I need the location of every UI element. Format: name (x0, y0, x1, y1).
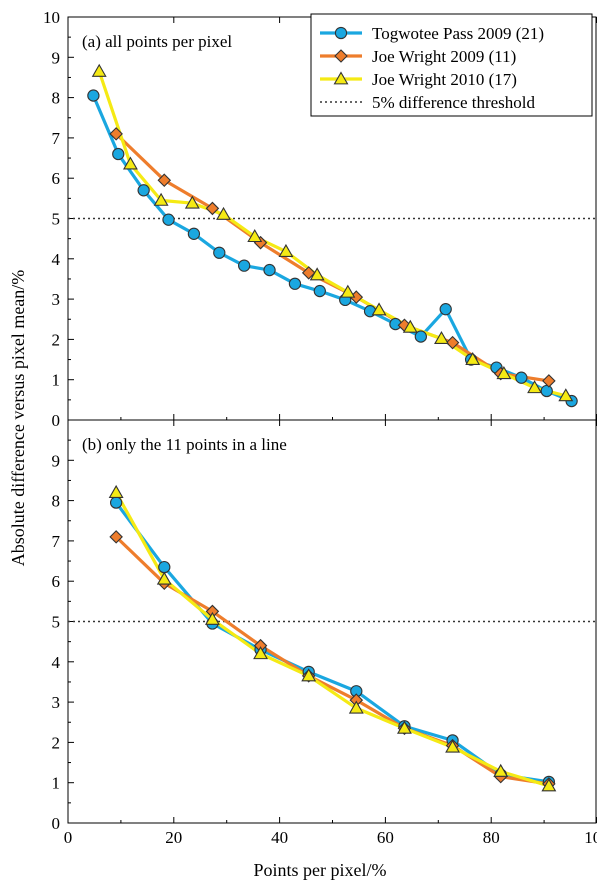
data-point-series-3 (204, 611, 220, 625)
data-point-series-3 (493, 763, 509, 777)
y-tick-label: 8 (52, 492, 61, 511)
legend-marker (334, 26, 348, 40)
legend-marker (333, 71, 349, 85)
data-point-series-3 (253, 646, 269, 660)
y-tick-label: 1 (52, 774, 61, 793)
data-point-series-3 (558, 388, 574, 402)
y-tick-label: 4 (52, 653, 61, 672)
data-point-series-3 (465, 351, 481, 365)
series-line-1 (91, 94, 573, 403)
y-tick-label: 7 (52, 129, 61, 148)
panel-label: (a) all points per pixel (82, 32, 232, 51)
y-tick-label: 9 (52, 48, 61, 67)
data-point-series-1 (87, 89, 100, 102)
series-line-3 (114, 491, 550, 788)
x-tick-label: 100 (584, 828, 597, 847)
legend-entry-label: Togwotee Pass 2009 (21) (372, 24, 544, 43)
legend: Togwotee Pass 2009 (21) Joe Wright 2009 (… (310, 13, 593, 117)
data-point-series-3 (402, 319, 418, 333)
data-point-series-1 (414, 330, 427, 343)
y-axis-title: Absolute difference versus pixel mean/% (8, 270, 28, 567)
y-tick-label: 6 (52, 169, 61, 188)
plot-frame (67, 419, 597, 824)
y-tick-label: 4 (52, 250, 61, 269)
legend-box (310, 13, 593, 117)
y-tick-label: 2 (52, 733, 61, 752)
data-point-series-2 (109, 127, 123, 141)
series-line-2 (115, 535, 550, 786)
data-point-series-3 (348, 700, 364, 714)
data-point-series-3 (527, 380, 543, 394)
legend-entry-label: Joe Wright 2010 (17) (372, 70, 517, 89)
data-point-series-1 (158, 560, 171, 574)
data-point-series-1 (313, 284, 326, 298)
data-point-series-3 (278, 243, 294, 257)
data-point-series-1 (263, 263, 276, 277)
data-point-series-1 (288, 277, 302, 290)
x-tick-label: 40 (271, 828, 288, 847)
y-tick-label: 0 (52, 411, 61, 430)
y-tick-label: 5 (52, 210, 61, 229)
y-tick-label: 2 (52, 330, 61, 349)
y-tick-label: 3 (52, 693, 61, 712)
data-point-series-3 (340, 284, 356, 298)
data-point-series-1 (238, 259, 251, 272)
data-point-series-1 (213, 246, 226, 259)
panel-a: 0 1 2 3 4 5 6 7 8 9 10 (a) all points per pixel (43, 8, 597, 430)
data-point-series-3 (541, 778, 557, 792)
data-point-series-2 (157, 173, 172, 187)
data-point-series-1 (109, 496, 123, 509)
legend-entry-label: 5% difference threshold (372, 93, 536, 112)
data-point-series-3 (122, 156, 138, 170)
y-tick-label: 8 (52, 89, 61, 108)
data-point-series-2 (542, 374, 556, 388)
data-point-series-2 (109, 530, 123, 544)
x-tick-label: 80 (483, 828, 500, 847)
data-point-series-1 (439, 303, 452, 316)
data-point-series-2 (301, 266, 316, 280)
data-point-series-3 (309, 267, 325, 281)
series-line-3 (97, 70, 567, 398)
series-line-1 (114, 501, 550, 784)
data-point-series-3 (247, 229, 263, 243)
x-tick-label: 60 (377, 828, 394, 847)
y-tick-label: 0 (52, 814, 61, 833)
y-tick-label: 5 (52, 613, 61, 632)
y-tick-label: 6 (52, 572, 61, 591)
data-point-series-3 (184, 195, 200, 209)
y-tick-label: 1 (52, 371, 61, 390)
y-tick-label: 7 (52, 532, 61, 551)
data-point-series-3 (371, 302, 387, 316)
data-point-series-3 (445, 739, 461, 753)
series-line-2 (115, 132, 550, 383)
data-point-series-3 (108, 484, 124, 498)
panel-b: 0 1 2 3 4 5 6 7 8 9 0 20 40 60 80 100 (b) only the 11 po… (52, 419, 597, 847)
data-point-series-3 (216, 206, 231, 220)
data-point-series-3 (496, 366, 512, 380)
data-point-series-2 (205, 201, 220, 216)
data-point-series-3 (396, 720, 412, 734)
x-tick-label: 0 (64, 828, 73, 847)
legend-entry-label: Joe Wright 2009 (11) (372, 47, 516, 66)
x-tick-label: 20 (165, 828, 182, 847)
data-point-series-1 (112, 147, 125, 161)
data-point-series-2 (445, 335, 460, 350)
data-point-series-3 (156, 571, 172, 585)
panel-label: (b) only the 11 points in a line (82, 435, 287, 454)
data-point-series-3 (91, 63, 107, 77)
data-point-series-3 (434, 330, 449, 345)
data-point-series-1 (540, 384, 553, 398)
data-point-series-3 (153, 192, 169, 206)
data-point-series-1 (137, 184, 150, 197)
y-tick-label: 3 (52, 290, 61, 309)
data-point-series-3 (301, 668, 317, 682)
y-tick-label: 10 (43, 8, 60, 27)
legend-marker (334, 49, 348, 63)
data-point-series-1 (187, 227, 201, 240)
x-axis-title: Points per pixel/% (254, 860, 387, 880)
y-tick-label: 9 (52, 451, 61, 470)
data-point-series-1 (515, 371, 528, 384)
data-point-series-1 (162, 213, 175, 226)
